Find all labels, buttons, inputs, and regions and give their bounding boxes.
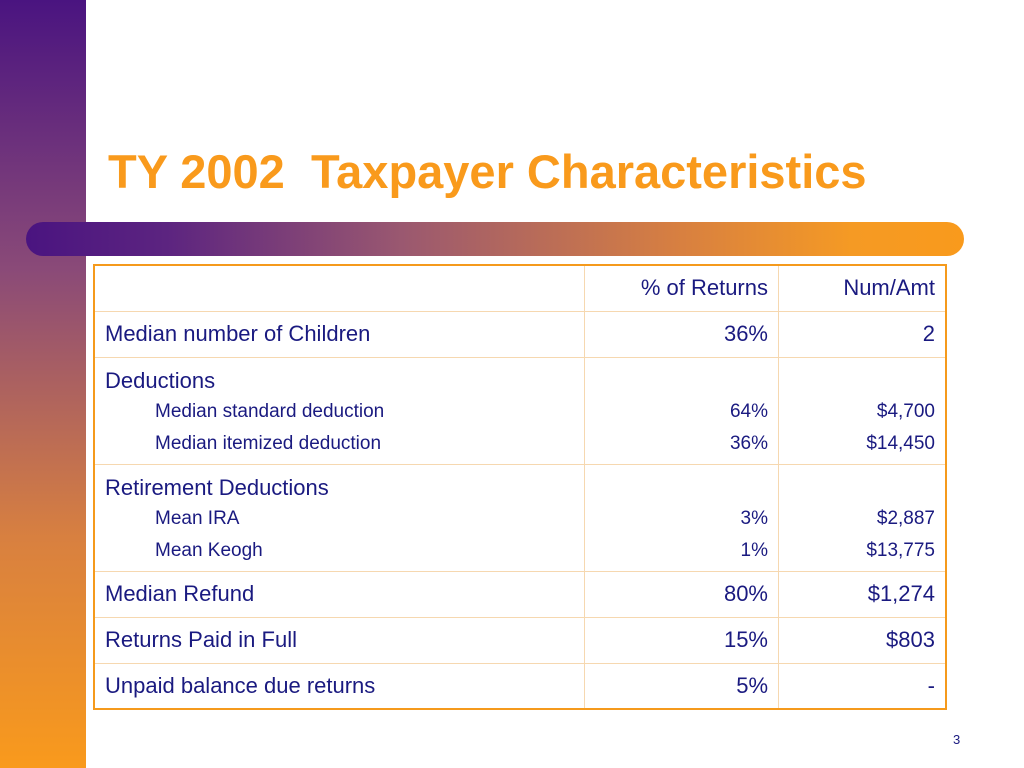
table-row-unpaid: Unpaid balance due returns 5% - xyxy=(93,662,947,710)
row-pct: 80% xyxy=(584,570,779,618)
sub-row-pct: 36% xyxy=(729,432,768,454)
row-label: Median Refund xyxy=(93,570,585,618)
row-pct: 15% xyxy=(584,616,779,664)
table-row-deductions: Deductions Median standard deduction Med… xyxy=(93,356,947,465)
row-num: - xyxy=(778,662,947,710)
table-row-retirement: Retirement Deductions Mean IRA Mean Keog… xyxy=(93,463,947,572)
row-pct: 5% xyxy=(584,662,779,710)
row-pct: 36% xyxy=(584,310,779,358)
table-row-refund: Median Refund 80% $1,274 xyxy=(93,570,947,618)
header-cell-num: Num/Amt xyxy=(778,264,947,312)
group-pct-cell: 3% 1% xyxy=(584,463,779,572)
sub-row-label: Median itemized deduction xyxy=(155,432,382,454)
sub-row-label: Mean IRA xyxy=(155,507,240,529)
sub-row-label: Median standard deduction xyxy=(155,400,385,422)
group-label-cell: Deductions Median standard deduction Med… xyxy=(93,356,585,465)
sub-row-pct: 1% xyxy=(740,539,768,561)
side-gradient-bar xyxy=(0,0,86,768)
sub-row-num: $13,775 xyxy=(866,539,935,561)
row-label: Unpaid balance due returns xyxy=(93,662,585,710)
sub-row-num: $2,887 xyxy=(876,507,935,529)
slide-title: TY 2002 Taxpayer Characteristics xyxy=(108,145,867,198)
taxpayer-characteristics-table: % of Returns Num/Amt Median number of Ch… xyxy=(93,264,947,710)
table-row-paid-full: Returns Paid in Full 15% $803 xyxy=(93,616,947,664)
sub-row-num: $14,450 xyxy=(866,432,935,454)
table-header-row: % of Returns Num/Amt xyxy=(93,264,947,312)
group-num-cell: $4,700 $14,450 xyxy=(778,356,947,465)
group-title: Retirement Deductions xyxy=(105,474,329,500)
group-num-cell: $2,887 $13,775 xyxy=(778,463,947,572)
sub-row-num: $4,700 xyxy=(876,400,935,422)
sub-row-pct: 3% xyxy=(740,507,768,529)
row-num: 2 xyxy=(778,310,947,358)
page-number: 3 xyxy=(953,732,961,747)
row-label: Returns Paid in Full xyxy=(93,616,585,664)
sub-row-pct: 64% xyxy=(729,400,768,422)
header-cell-pct: % of Returns xyxy=(584,264,779,312)
row-label: Median number of Children xyxy=(93,310,585,358)
sub-row-label: Mean Keogh xyxy=(155,539,263,561)
row-num: $803 xyxy=(778,616,947,664)
group-pct-cell: 64% 36% xyxy=(584,356,779,465)
title-underline-bar xyxy=(26,222,964,256)
group-title: Deductions xyxy=(105,367,216,393)
table-row-children: Median number of Children 36% 2 xyxy=(93,310,947,358)
row-num: $1,274 xyxy=(778,570,947,618)
group-label-cell: Retirement Deductions Mean IRA Mean Keog… xyxy=(93,463,585,572)
header-cell-label xyxy=(93,264,585,312)
